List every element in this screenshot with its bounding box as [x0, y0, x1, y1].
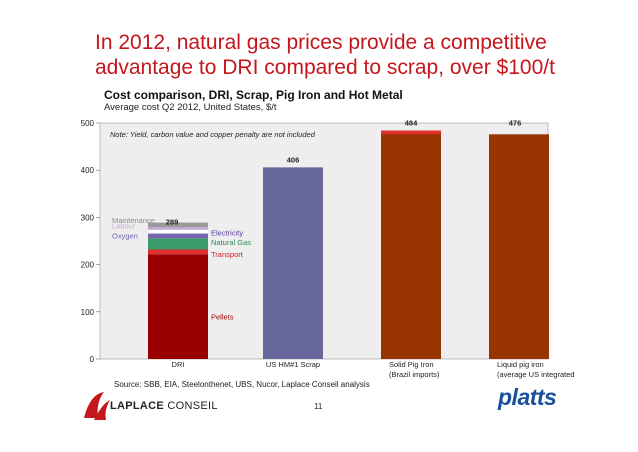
total-label: 406: [287, 155, 300, 164]
bar-top-band: [381, 130, 441, 135]
laplace-logo-text: LAPLACE CONSEIL: [110, 400, 218, 412]
platts-logo: platts: [498, 384, 557, 410]
total-label: 484: [405, 119, 418, 128]
slide-headline: In 2012, natural gas prices provide a co…: [95, 31, 555, 79]
segment-label-maintenance: Maintenance: [112, 216, 155, 225]
total-label: 476: [509, 118, 522, 127]
source-note: Source: SBB, EIA, Steelonthenet, UBS, Nu…: [114, 380, 370, 389]
segment-label-transport: Transport: [211, 250, 244, 259]
bar-3: [489, 134, 549, 359]
category-label: US HM#1 Scrap: [266, 360, 320, 369]
y-tick-label: 500: [81, 119, 95, 128]
bar-2: [381, 130, 441, 359]
bar-1: [263, 167, 323, 359]
y-tick-label: 200: [81, 261, 95, 270]
dri-segment-natural-gas: [148, 238, 208, 250]
page-number: 11: [314, 402, 323, 411]
chart-note: Note: Yield, carbon value and copper pen…: [110, 130, 316, 139]
category-label: DRI: [172, 360, 185, 369]
category-label: Solid Pig Iron: [389, 360, 434, 369]
dri-segment-maintenance: [148, 222, 208, 228]
dri-segment-electricity: [148, 233, 208, 239]
y-tick-label: 400: [81, 166, 95, 175]
y-tick-label: 0: [90, 355, 95, 364]
chart-title: Cost comparison, DRI, Scrap, Pig Iron an…: [104, 88, 403, 102]
chart-subtitle: Average cost Q2 2012, United States, $/t: [104, 102, 277, 113]
dri-segment-labour: [148, 227, 208, 230]
category-label-line2: (Brazil imports): [389, 370, 440, 379]
total-label: 289: [166, 218, 179, 227]
segment-label-labour: Labour: [112, 221, 136, 230]
laplace-logo-icon: [84, 392, 110, 420]
segment-label-oxygen: Oxygen: [112, 231, 138, 240]
dri-segment-transport: [148, 249, 208, 255]
category-label: Liquid pig iron: [497, 360, 544, 369]
y-tick-label: 100: [81, 308, 95, 317]
segment-label-pellets: Pellets: [211, 313, 234, 322]
segment-label-electricity: Electricity: [211, 229, 243, 238]
segment-label-natural-gas: Natural Gas: [211, 238, 251, 247]
dri-segment-oxygen: [147, 229, 209, 234]
y-tick-label: 300: [81, 213, 95, 222]
category-label-line2: (average US integrated: [497, 370, 575, 379]
dri-segment-pellets: [148, 254, 208, 359]
